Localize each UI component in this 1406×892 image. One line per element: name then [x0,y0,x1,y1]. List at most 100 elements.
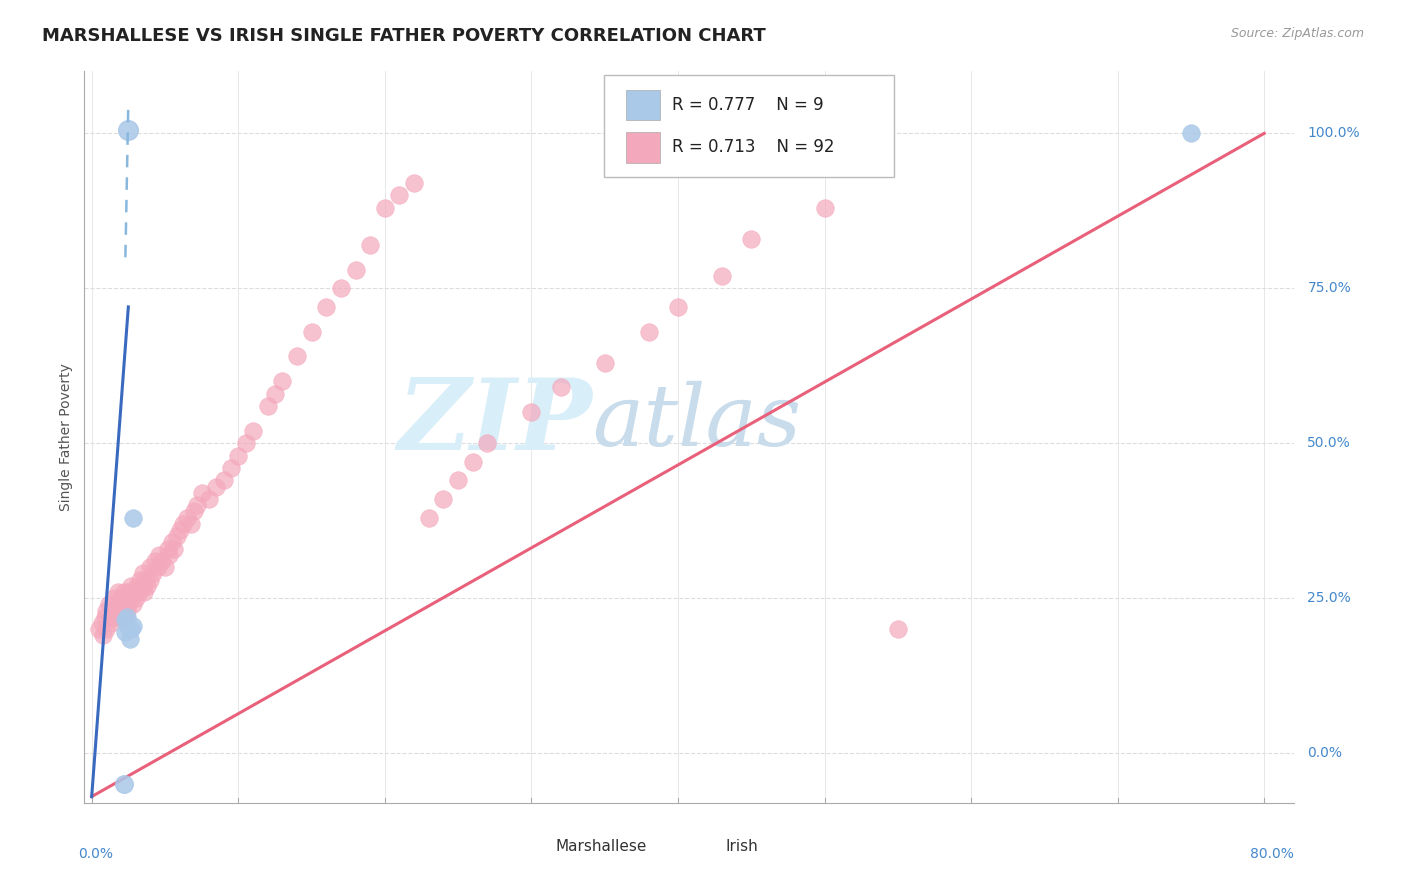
Point [128,585,150,599]
Point [172,516,194,531]
Point [124,591,146,606]
Point [388,188,411,202]
Text: 50.0%: 50.0% [1308,436,1351,450]
Text: 0.0%: 0.0% [79,847,114,861]
Point [359,238,381,252]
Point [120,579,142,593]
Point [156,541,179,556]
Point [226,449,249,463]
Point [150,554,173,568]
Text: ZIP: ZIP [398,375,592,471]
Point [477,436,499,450]
Point [285,350,308,364]
Point [101,610,124,624]
Point [120,622,142,636]
Point [520,405,543,419]
Point [329,281,352,295]
Bar [626,132,659,163]
Point [117,585,139,599]
Point [115,591,138,606]
Point [105,598,128,612]
Point [94,610,117,624]
Point [710,268,733,283]
Text: 0.0%: 0.0% [1308,747,1343,760]
Text: 80.0%: 80.0% [1250,847,1294,861]
Point [186,498,208,512]
Point [87,622,110,636]
Text: R = 0.777    N = 9: R = 0.777 N = 9 [672,96,824,114]
Point [129,573,152,587]
Point [315,300,337,314]
Point [190,486,212,500]
Text: 100.0%: 100.0% [1308,127,1360,140]
Point [461,455,484,469]
Point [242,424,264,438]
Point [219,461,242,475]
Point [666,300,689,314]
Y-axis label: Single Father Poverty: Single Father Poverty [59,363,73,511]
Point [132,566,155,581]
Point [146,560,169,574]
Point [117,123,139,137]
Point [301,325,323,339]
Point [93,628,115,642]
Point [183,504,205,518]
Point [115,604,138,618]
Point [114,610,136,624]
Point [148,548,170,562]
Text: R = 0.713    N = 92: R = 0.713 N = 92 [672,138,835,156]
Text: MARSHALLESE VS IRISH SINGLE FATHER POVERTY CORRELATION CHART: MARSHALLESE VS IRISH SINGLE FATHER POVER… [42,27,766,45]
Point [135,573,157,587]
Point [114,613,136,627]
Point [142,566,165,581]
Point [264,386,287,401]
Point [143,554,166,568]
Point [418,510,440,524]
Point [139,573,162,587]
Point [91,615,114,630]
FancyBboxPatch shape [605,75,894,178]
Point [212,474,235,488]
Point [96,622,118,636]
Point [111,604,134,618]
Point [637,325,659,339]
Point [271,374,294,388]
Bar [689,836,716,858]
Point [100,615,122,630]
Point [1180,126,1202,140]
Point [136,579,159,593]
Point [118,591,141,606]
Point [132,579,155,593]
Point [117,598,139,612]
Bar [520,836,547,858]
Point [813,201,835,215]
Point [256,399,278,413]
Point [121,585,143,599]
Point [162,535,184,549]
Point [114,625,136,640]
Point [205,480,228,494]
Point [157,548,180,562]
Point [96,604,118,618]
Point [103,604,125,618]
Point [740,232,762,246]
Point [121,598,143,612]
Point [593,356,616,370]
Point [112,585,135,599]
Text: atlas: atlas [592,381,801,464]
Point [107,604,129,618]
Point [344,262,367,277]
Point [117,619,139,633]
Point [110,591,132,606]
Point [115,610,138,624]
Point [112,598,135,612]
Point [447,474,470,488]
Point [103,591,125,606]
Point [127,579,149,593]
Point [118,632,141,646]
Point [108,598,131,612]
Point [180,516,202,531]
Point [139,560,162,574]
Point [110,610,132,624]
Point [134,585,156,599]
